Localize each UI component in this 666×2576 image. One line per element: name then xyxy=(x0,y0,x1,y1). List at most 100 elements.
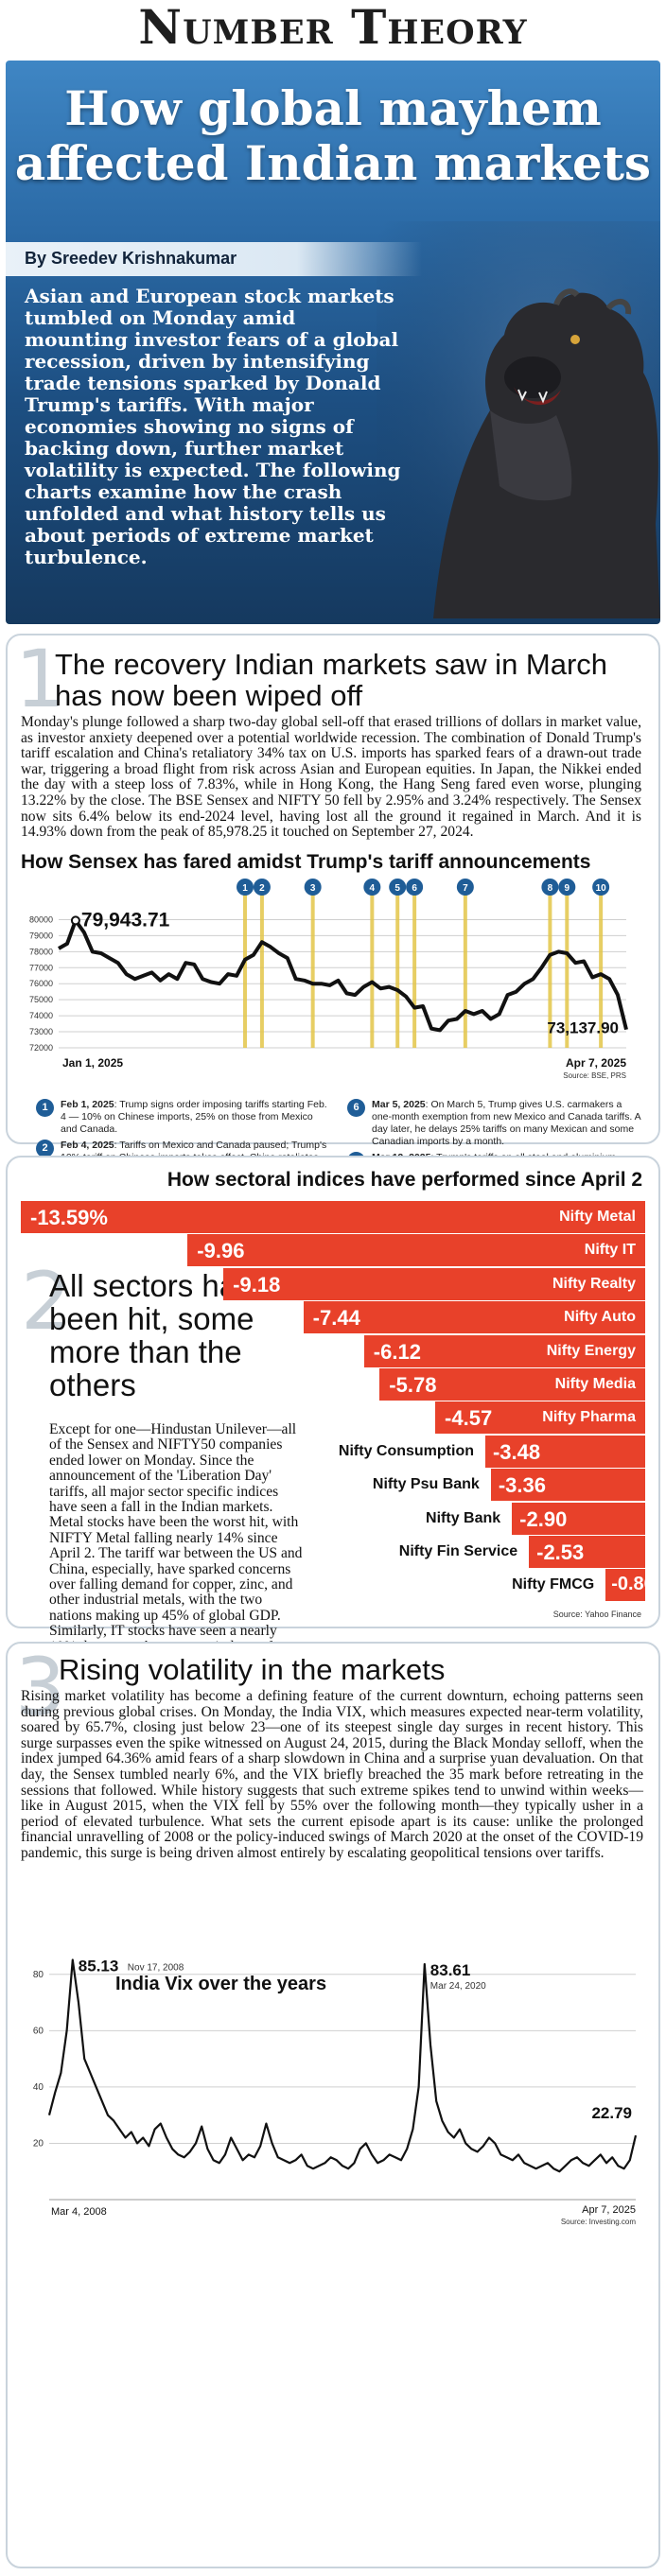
event-marker xyxy=(558,879,576,896)
sector-bar: Nifty Realty -9.18 xyxy=(223,1267,645,1300)
event-marker-label: 5 xyxy=(394,883,400,894)
sector-bar-label: Nifty Bank xyxy=(426,1509,501,1526)
event-marker-label: 10 xyxy=(596,883,607,894)
sector-bar-label: Nifty Pharma xyxy=(542,1409,636,1426)
y-tick-label: 75000 xyxy=(29,995,53,1004)
bear-illustration xyxy=(377,221,660,618)
y-tick-label: 40 xyxy=(33,2082,44,2093)
section-3-number: 3 xyxy=(15,1641,66,1733)
event-marker xyxy=(237,879,254,896)
event-note-number: 6 xyxy=(347,1099,365,1117)
sensex-source: Source: BSE, PRS xyxy=(563,1071,626,1080)
event-marker-label: 7 xyxy=(463,883,468,894)
sector-bar-value: -9.18 xyxy=(233,1272,281,1297)
peak-2020-value: 83.61 xyxy=(430,1961,471,1979)
sector-bar-label: Nifty Fin Service xyxy=(398,1543,518,1559)
sector-bar-label: Nifty Metal xyxy=(559,1209,636,1225)
event-marker xyxy=(253,879,271,896)
event-marker xyxy=(406,879,424,896)
sector-bar-outside-label: Nifty Psu Bank xyxy=(373,1469,480,1501)
y-tick-label: 72000 xyxy=(29,1043,53,1053)
sector-bar-label: Nifty Realty xyxy=(552,1275,636,1292)
high-point xyxy=(70,915,80,926)
high-label: 79,943.71 xyxy=(81,909,170,931)
sector-bar-value: -4.57 xyxy=(445,1406,493,1431)
event-marker xyxy=(592,879,610,896)
sector-bar: Nifty Auto -7.44 xyxy=(303,1301,645,1334)
event-marker-label: 3 xyxy=(310,883,316,894)
event-marker-label: 1 xyxy=(242,883,248,894)
sector-bar-label: Nifty FMCG xyxy=(512,1576,595,1593)
sector-bar-outside-label: Nifty FMCG xyxy=(512,1569,594,1601)
section-3-title: Rising volatility in the markets xyxy=(59,1653,446,1686)
event-note-number: 1 xyxy=(36,1099,54,1117)
sector-bar: -3.36 xyxy=(490,1469,645,1502)
event-marker xyxy=(389,879,407,896)
y-tick-label: 80000 xyxy=(29,914,53,924)
hero-banner: How global mayhem affected Indian market… xyxy=(6,61,660,624)
sector-bar-value: -3.36 xyxy=(498,1473,546,1498)
section-3-card: 3 Rising volatility in the markets Risin… xyxy=(6,1642,660,2568)
event-note-date: Feb 1, 2025 xyxy=(61,1099,114,1110)
section-1-card: 1 The recovery Indian markets saw in Mar… xyxy=(6,633,660,1297)
event-note-text: On March 5, Trump gives U.S. carmakers a… xyxy=(372,1099,641,1147)
event-marker-label: 9 xyxy=(565,883,570,894)
event-marker xyxy=(456,879,474,896)
section-2-heading: All sectors have been hit, some more tha… xyxy=(49,1268,270,1402)
sector-bar-value: -9.96 xyxy=(197,1239,245,1263)
sector-bar: -2.53 xyxy=(529,1536,645,1568)
byline-text: By Sreedev Krishnakumar xyxy=(25,249,237,268)
event-marker xyxy=(304,879,322,896)
y-tick-label: 79000 xyxy=(29,931,53,940)
x-end-label: Apr 7, 2025 xyxy=(566,1056,626,1070)
sector-bar-label: Nifty Auto xyxy=(564,1309,636,1326)
event-note-date: Feb 4, 2025 xyxy=(61,1140,114,1151)
sector-bar: Nifty Media -5.78 xyxy=(379,1368,645,1401)
vix-chart-title: India Vix over the years xyxy=(115,1974,326,1994)
section-1-title: The recovery Indian markets saw in March… xyxy=(55,648,608,712)
masthead-title: Number Theory xyxy=(138,0,528,55)
event-note-number: 2 xyxy=(36,1140,54,1157)
sensex-line xyxy=(58,918,628,1033)
section-2-card: 2 How sectoral indices have performed si… xyxy=(6,1156,660,1670)
x-end-label: Apr 7, 2025 xyxy=(582,2204,636,2216)
sector-chart-source: Source: Yahoo Finance xyxy=(552,1610,641,1619)
vix-line xyxy=(47,1958,638,2173)
event-note: 1 Feb 1, 2025: Trump signs order imposing… xyxy=(36,1099,330,1136)
event-marker-label: 2 xyxy=(259,883,265,894)
sector-bar-label: Nifty IT xyxy=(584,1242,636,1259)
y-tick-label: 60 xyxy=(33,2026,44,2036)
sector-bar-label: Nifty Media xyxy=(554,1376,636,1392)
sector-bar: Nifty Energy -6.12 xyxy=(363,1334,645,1367)
sector-bar-outside-label: Nifty Fin Service xyxy=(399,1536,517,1568)
section-2-body: Except for one—Hindustan Unilever—all of… xyxy=(49,1421,303,1669)
masthead: Number Theory xyxy=(0,0,666,59)
y-tick-label: 20 xyxy=(33,2138,44,2149)
y-tick-label: 76000 xyxy=(29,979,53,988)
byline: By Sreedev Krishnakumar xyxy=(6,242,422,276)
sector-bar: -0.86 xyxy=(605,1569,655,1602)
sector-bar-value: -6.12 xyxy=(373,1339,421,1364)
sector-bar-label: Nifty Psu Bank xyxy=(372,1476,480,1493)
y-tick-label: 80 xyxy=(33,1970,44,1980)
event-marker xyxy=(363,879,381,896)
sector-bar-value: -0.86 xyxy=(611,1574,655,1595)
hero-title-line1: How global mayhem xyxy=(64,80,602,136)
x-start-label: Jan 1, 2025 xyxy=(62,1056,123,1070)
vix-end-value: 22.79 xyxy=(591,2104,632,2122)
sector-bar-value: -13.59% xyxy=(30,1206,108,1229)
sector-bar-outside-label: Nifty Bank xyxy=(426,1503,500,1535)
sector-chart-title: How sectoral indices have performed sinc… xyxy=(166,1169,643,1191)
sensex-chart: 80000 79000 78000 77000 76000 75000 74000 73000… xyxy=(29,879,628,1080)
section-1-number: 1 xyxy=(15,633,66,725)
event-marker-label: 4 xyxy=(370,883,376,894)
peak-2020-date: Mar 24, 2020 xyxy=(430,1981,486,1992)
sensex-chart-title: How Sensex has fared amidst Trump's tari… xyxy=(21,851,591,873)
y-tick-label: 74000 xyxy=(29,1011,53,1020)
x-start-label: Mar 4, 2008 xyxy=(51,2206,107,2218)
end-label: 73,137.90 xyxy=(547,1019,619,1037)
section-2-number: 2 xyxy=(21,1255,72,1348)
sector-bar-label: Nifty Energy xyxy=(546,1342,636,1359)
y-tick-label: 78000 xyxy=(29,947,53,956)
y-tick-label: 77000 xyxy=(29,963,53,972)
